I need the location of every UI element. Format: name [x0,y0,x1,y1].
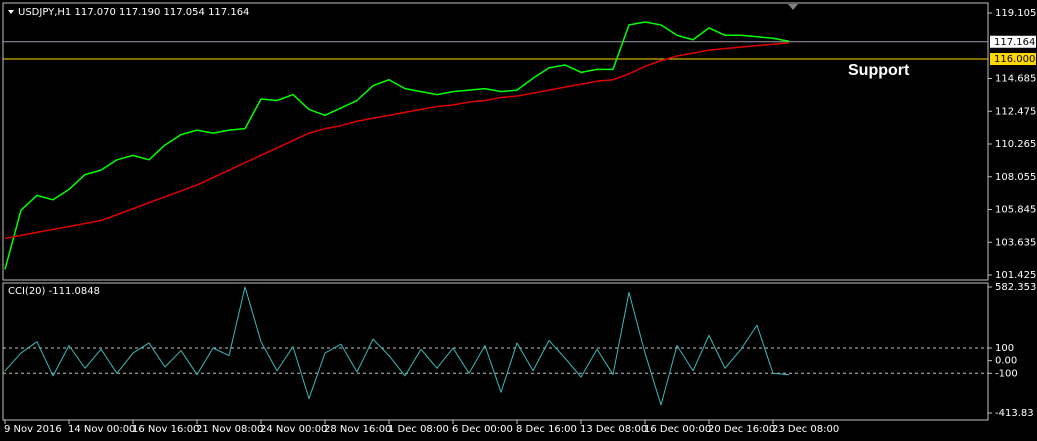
annotation: Support [848,62,910,79]
x-tick-label: 14 Nov 00:00 [68,424,135,435]
y2-tick-label: -100 [995,368,1018,379]
price-panel [2,2,989,281]
y2-tick-label: 100 [995,343,1014,354]
y-tick-label: 103.635 [995,237,1036,248]
x-tick-label: 13 Dec 08:00 [580,424,647,435]
y2-tick-label: -413.83 [995,408,1034,419]
chart-shift-marker [788,4,798,10]
y-tick-label: 101.425 [995,270,1036,281]
y-tick-label: 114.685 [995,74,1036,85]
price-label: 116.000 [994,54,1035,65]
x-tick-label: 6 Dec 00:00 [452,424,513,435]
y-tick-label: 108.055 [995,172,1036,183]
y-tick-label: 110.265 [995,139,1036,150]
series-line [4,21,790,270]
indicator-panel [2,282,989,421]
series-line [4,41,790,240]
price-label-box [990,53,1036,66]
y-tick-label: 105.845 [995,205,1036,216]
indicator-title: CCI(20) -111.0848 [8,286,100,297]
x-tick-label: 20 Dec 16:00 [708,424,775,435]
y-tick-label: 119.105 [995,8,1036,19]
y2-tick-label: 0.00 [995,356,1017,367]
x-tick-label: 16 Nov 16:00 [132,424,199,435]
x-tick-label: 1 Dec 08:00 [388,424,449,435]
chart-title: USDJPY,H1 117.070 117.190 117.054 117.16… [18,7,249,18]
x-tick-label: 28 Nov 16:00 [324,424,391,435]
series-line [4,286,790,406]
x-tick-label: 24 Nov 00:00 [260,424,327,435]
x-tick-label: 8 Dec 16:00 [516,424,577,435]
y2-tick-label: 582.3532 [995,282,1037,293]
x-tick-label: 16 Dec 00:00 [644,424,711,435]
y-tick-label: 112.475 [995,106,1036,117]
x-tick-label: 21 Nov 08:00 [196,424,263,435]
x-tick-label: 23 Dec 08:00 [772,424,839,435]
price-label: 117.164 [994,37,1035,48]
menu-arrow [8,10,14,14]
price-label-box [990,35,1036,48]
x-tick-label: 9 Nov 2016 [4,424,62,435]
